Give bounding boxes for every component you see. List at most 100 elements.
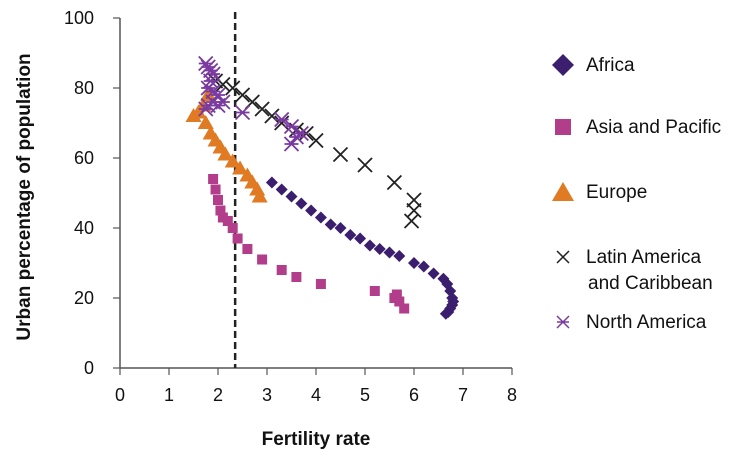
data-point [274,111,290,128]
data-point [383,246,396,259]
data-point [439,307,452,320]
series-0 [265,176,460,320]
legend-item: Asia and Pacific [555,117,721,138]
legend-label: Africa [586,55,635,76]
data-point [344,229,357,241]
data-point [394,296,405,307]
legend-label: Asia and Pacific [586,117,721,138]
x-tick-label: 7 [458,385,468,405]
data-point [276,265,287,275]
data-point [308,132,324,149]
y-tick-label: 20 [74,288,94,308]
data-point [295,197,308,210]
x-tick-label: 8 [507,385,517,405]
data-point [213,195,223,205]
legend-item: Africa [552,54,635,76]
x-axis-title: Fertility rate [262,429,371,449]
x-tick-label: 0 [115,385,125,405]
legend-marker-square [555,119,571,135]
legend-marker-x [556,250,570,264]
data-point [357,157,373,173]
data-point [210,184,221,195]
legend-item: Europe [552,182,647,203]
legend-label-line: and Caribbean [588,273,713,294]
data-point [234,104,251,121]
data-point [225,80,241,96]
data-point [274,115,290,131]
data-point [386,174,403,191]
data-point [373,243,386,255]
data-point [222,216,233,226]
data-point [254,101,270,117]
data-point [198,101,214,117]
y-tick-label: 0 [84,358,94,378]
data-point [234,87,251,103]
legend-marker-asterisk [556,315,570,329]
legend-marker-diamond [552,54,574,76]
data-point [324,218,337,231]
data-point [288,129,305,145]
data-point [197,115,214,129]
data-point [217,146,234,161]
y-tick-label: 100 [64,8,94,28]
legend-marker-triangle [552,182,574,201]
data-point [200,87,217,101]
data-point [417,260,430,273]
data-point [285,190,298,203]
series-3 [207,73,422,229]
legend-item: Latin America and Caribbean [556,247,713,294]
data-point [427,267,440,280]
data-point [257,254,268,265]
legend-item: North America [556,312,707,333]
data-point [232,233,243,244]
data-point [334,222,347,234]
series-4 [198,55,309,152]
data-point [291,272,302,282]
data-point [332,146,349,163]
data-point [283,118,300,135]
y-tick-label: 60 [74,148,94,168]
data-point [227,223,238,233]
y-tick-label: 40 [74,218,94,238]
data-point [399,303,410,314]
data-point [208,174,219,184]
data-point [354,232,367,245]
data-point [315,279,326,289]
data-point [232,160,249,175]
legend-label: Latin America and Caribbean [586,247,713,294]
data-point [393,250,406,262]
y-axis-title: Urban percentage of population [14,53,35,340]
data-point [242,244,253,254]
data-point [408,257,420,269]
data-point [288,122,305,138]
data-point [305,204,318,217]
legend-label: North America [586,312,707,333]
data-point [210,97,226,114]
data-point [369,286,380,296]
y-tick-label: 80 [74,78,94,98]
x-tick-label: 6 [409,385,419,405]
data-point [215,94,231,110]
data-point [403,213,420,229]
data-point [264,108,280,124]
data-point [363,239,376,252]
series-1 [208,174,410,314]
x-tick-label: 4 [311,385,321,405]
x-tick-label: 5 [360,385,370,405]
data-points-layer [185,55,460,320]
x-tick-label: 1 [164,385,174,405]
data-point [224,153,241,168]
legend: Africa Asia and Pacific Europe Latin Americ… [552,54,721,333]
x-tick-label: 3 [262,385,272,405]
series-2 [185,87,268,203]
data-point [215,205,226,216]
data-point [314,211,327,224]
data-point [283,136,300,152]
data-point [275,183,288,196]
legend-label: Europe [586,182,647,203]
data-point [391,289,402,300]
x-tick-label: 2 [213,385,223,405]
